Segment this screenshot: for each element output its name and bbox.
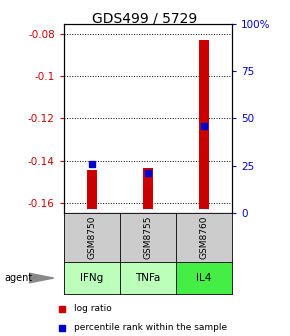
- Text: GSM8750: GSM8750: [87, 216, 96, 259]
- Text: GSM8755: GSM8755: [143, 216, 153, 259]
- Bar: [143, 168, 153, 209]
- Text: percentile rank within the sample: percentile rank within the sample: [75, 323, 228, 332]
- Text: GSM8760: GSM8760: [200, 216, 209, 259]
- Text: IFNg: IFNg: [80, 273, 104, 283]
- Text: TNFa: TNFa: [135, 273, 161, 283]
- Polygon shape: [29, 273, 54, 283]
- Text: GDS499 / 5729: GDS499 / 5729: [93, 12, 197, 26]
- Text: agent: agent: [4, 273, 32, 283]
- Bar: [87, 170, 97, 209]
- Text: IL4: IL4: [196, 273, 212, 283]
- Bar: [199, 40, 209, 209]
- Text: log ratio: log ratio: [75, 304, 112, 313]
